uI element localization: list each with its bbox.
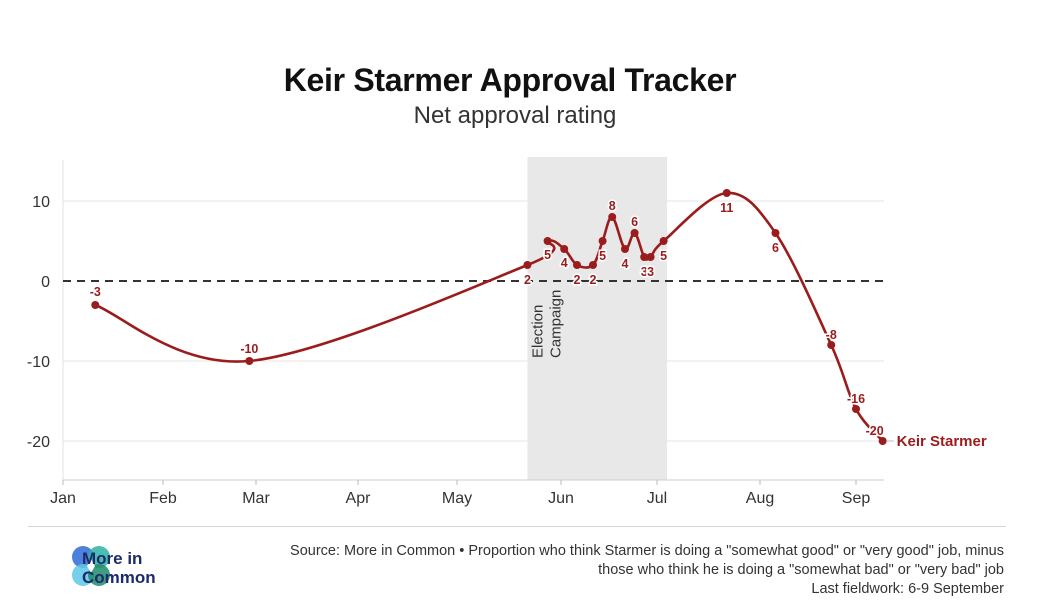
- data-label: -20: [866, 424, 884, 438]
- source-note: Source: More in Common • Proportion who …: [184, 542, 1004, 599]
- x-tick-label: Jan: [50, 490, 76, 507]
- data-point: [589, 261, 597, 269]
- source-line2: those who think he is doing a "somewhat …: [598, 562, 1004, 578]
- data-label: 5: [544, 248, 551, 262]
- data-label: 4: [622, 257, 629, 271]
- data-label: -10: [240, 342, 258, 356]
- chart-title: Keir Starmer Approval Tracker: [283, 62, 737, 98]
- data-label: 2: [590, 273, 597, 287]
- x-tick-label: Aug: [746, 490, 774, 507]
- election-campaign-label: Election Campaign: [529, 290, 564, 358]
- data-label: 2: [524, 273, 531, 287]
- data-point: [573, 261, 581, 269]
- data-label: -16: [847, 392, 865, 406]
- y-tick-label: -10: [27, 354, 50, 371]
- x-tick-label: Feb: [149, 490, 177, 507]
- election-label-line2: Campaign: [547, 290, 564, 358]
- more-in-common-logo-icon: [72, 546, 110, 586]
- data-label: 6: [631, 215, 638, 229]
- y-tick-label: -20: [27, 434, 50, 451]
- data-point: [598, 237, 607, 245]
- y-tick-label: 0: [41, 274, 50, 291]
- logo-line1: More in: [82, 549, 143, 568]
- data-label: -8: [826, 328, 837, 342]
- data-point: [523, 261, 532, 269]
- data-point: [771, 229, 780, 237]
- data-label: 3: [647, 265, 654, 279]
- data-label: 5: [599, 249, 606, 263]
- data-label: 6: [772, 241, 779, 255]
- series-label-keir-starmer: Keir Starmer: [897, 433, 987, 450]
- data-label: 2: [574, 273, 581, 287]
- data-point: [245, 357, 254, 365]
- x-tick-label: Mar: [242, 490, 270, 507]
- data-point: [91, 301, 100, 309]
- x-tick-label: Jul: [647, 490, 667, 507]
- logo-line2: Common: [82, 568, 156, 587]
- data-label: 11: [720, 201, 733, 215]
- footer-divider: [28, 526, 1006, 527]
- data-point: [630, 229, 639, 237]
- y-tick-label: 10: [32, 194, 50, 211]
- data-point: [722, 189, 731, 197]
- data-point: [608, 213, 617, 221]
- data-point: [621, 245, 629, 253]
- data-point: [659, 237, 668, 245]
- chart-subtitle: Net approval rating: [413, 102, 617, 129]
- x-tick-label: Apr: [346, 490, 372, 507]
- data-point: [878, 437, 887, 445]
- data-point: [640, 253, 649, 261]
- election-label-line1: Election: [529, 305, 546, 358]
- data-point: [827, 341, 836, 349]
- data-point: [852, 405, 860, 413]
- data-point: [543, 237, 552, 245]
- data-label: 3: [641, 265, 648, 279]
- data-label: 4: [561, 256, 568, 270]
- data-label: 5: [660, 249, 667, 263]
- fieldwork-note: Last fieldwork: 6-9 September: [811, 581, 1004, 597]
- data-point: [646, 253, 655, 261]
- x-tick-label: Sep: [842, 490, 871, 507]
- x-tick-label: May: [442, 490, 472, 507]
- logo-text: More in Common: [82, 549, 156, 587]
- data-label: 8: [609, 199, 616, 213]
- x-tick-label: Jun: [548, 490, 574, 507]
- election-campaign-shade: [527, 157, 667, 480]
- source-line1: Source: More in Common • Proportion who …: [290, 543, 1004, 559]
- data-point: [560, 245, 569, 253]
- data-label: -3: [90, 285, 101, 299]
- series-line-keir-starmer: [94, 191, 884, 442]
- approval-line-chart: 10 0 -10 -20 Jan Feb Mar Apr May Jun Jul Aug Sep Elec…: [27, 157, 987, 507]
